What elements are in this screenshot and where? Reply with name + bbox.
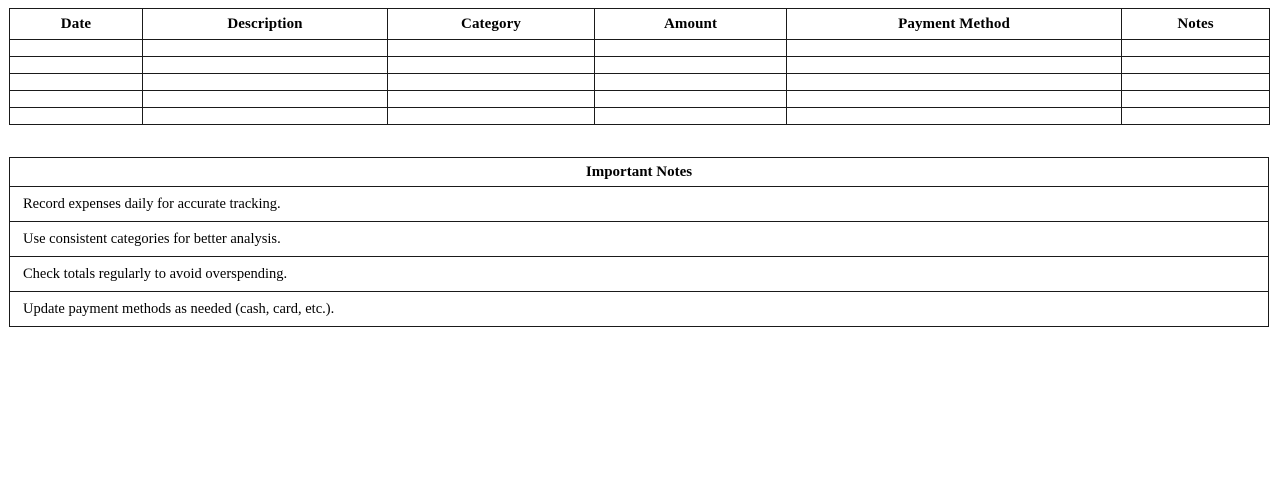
cell-date[interactable] — [9, 56, 143, 74]
table-row — [9, 56, 1270, 74]
column-header-notes: Notes — [1121, 8, 1270, 40]
important-notes-header-row: Important Notes — [9, 157, 1269, 187]
cell-category[interactable] — [387, 73, 595, 91]
cell-notes[interactable] — [1121, 39, 1270, 57]
cell-amount[interactable] — [594, 107, 787, 125]
cell-description[interactable] — [142, 90, 388, 108]
cell-date[interactable] — [9, 90, 143, 108]
cell-amount[interactable] — [594, 39, 787, 57]
table-row — [9, 90, 1270, 108]
cell-notes[interactable] — [1121, 90, 1270, 108]
cell-notes[interactable] — [1121, 56, 1270, 74]
cell-payment-method[interactable] — [786, 73, 1122, 91]
table-row — [9, 73, 1270, 91]
cell-payment-method[interactable] — [786, 90, 1122, 108]
cell-description[interactable] — [142, 39, 388, 57]
cell-category[interactable] — [387, 56, 595, 74]
expense-table: Date Description Category Amount Payment… — [9, 8, 1270, 125]
cell-payment-method[interactable] — [786, 56, 1122, 74]
column-header-category: Category — [387, 8, 595, 40]
important-notes-body: Record expenses daily for accurate track… — [9, 186, 1269, 327]
cell-category[interactable] — [387, 39, 595, 57]
column-header-payment-method: Payment Method — [786, 8, 1122, 40]
cell-notes[interactable] — [1121, 73, 1270, 91]
note-text-check-totals-regularly: Check totals regularly to avoid overspen… — [9, 256, 1269, 292]
cell-description[interactable] — [142, 73, 388, 91]
column-header-amount: Amount — [594, 8, 787, 40]
table-row — [9, 39, 1270, 57]
expense-table-body — [9, 39, 1270, 125]
cell-date[interactable] — [9, 107, 143, 125]
cell-amount[interactable] — [594, 56, 787, 74]
important-notes-container: Important Notes Record expenses daily fo… — [9, 157, 1269, 327]
expense-header-row: Date Description Category Amount Payment… — [9, 8, 1270, 40]
list-item: Record expenses daily for accurate track… — [9, 186, 1269, 222]
cell-amount[interactable] — [594, 90, 787, 108]
cell-description[interactable] — [142, 107, 388, 125]
cell-category[interactable] — [387, 107, 595, 125]
important-notes-heading: Important Notes — [9, 157, 1269, 187]
note-text-use-consistent-categories: Use consistent categories for better ana… — [9, 221, 1269, 257]
cell-description[interactable] — [142, 56, 388, 74]
cell-payment-method[interactable] — [786, 39, 1122, 57]
column-header-description: Description — [142, 8, 388, 40]
important-notes-table: Important Notes Record expenses daily fo… — [9, 157, 1269, 327]
table-row — [9, 107, 1270, 125]
important-notes-header: Important Notes — [9, 157, 1269, 187]
list-item: Check totals regularly to avoid overspen… — [9, 256, 1269, 292]
expense-table-container: Date Description Category Amount Payment… — [9, 8, 1270, 125]
cell-category[interactable] — [387, 90, 595, 108]
note-text-update-payment-methods: Update payment methods as needed (cash, … — [9, 291, 1269, 327]
cell-notes[interactable] — [1121, 107, 1270, 125]
cell-date[interactable] — [9, 39, 143, 57]
list-item: Update payment methods as needed (cash, … — [9, 291, 1269, 327]
note-text-record-expenses-daily: Record expenses daily for accurate track… — [9, 186, 1269, 222]
cell-payment-method[interactable] — [786, 107, 1122, 125]
cell-amount[interactable] — [594, 73, 787, 91]
expense-table-header: Date Description Category Amount Payment… — [9, 8, 1270, 40]
column-header-date: Date — [9, 8, 143, 40]
list-item: Use consistent categories for better ana… — [9, 221, 1269, 257]
cell-date[interactable] — [9, 73, 143, 91]
